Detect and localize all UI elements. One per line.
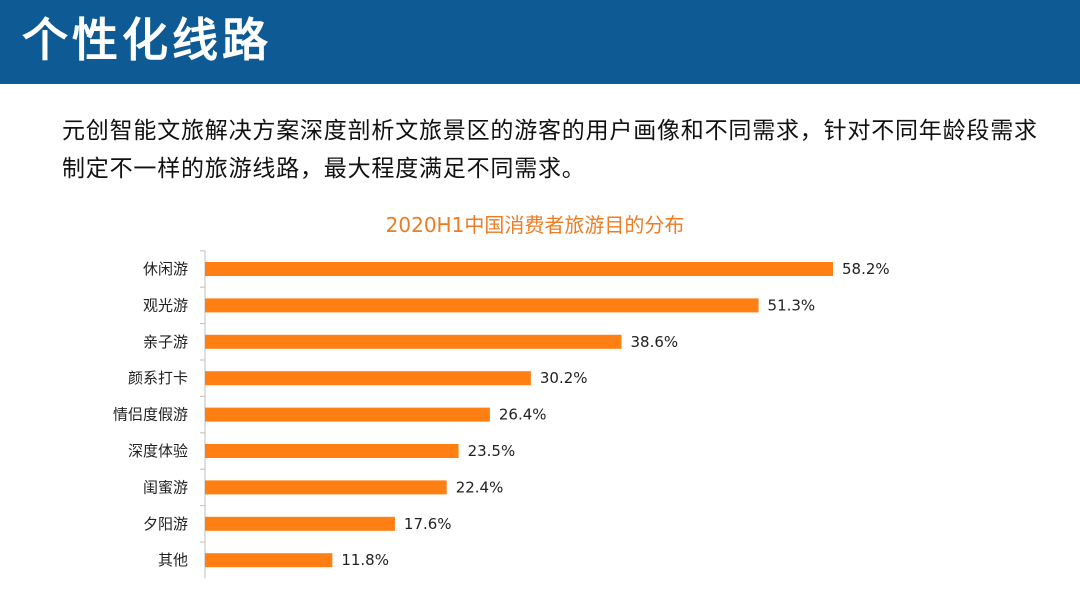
value-label: 30.2% xyxy=(540,369,588,387)
category-label: 夕阳游 xyxy=(143,515,188,533)
category-label: 颜系打卡 xyxy=(128,369,188,387)
category-label: 亲子游 xyxy=(143,333,188,351)
bar xyxy=(205,553,333,568)
bar xyxy=(205,262,833,276)
value-label: 38.6% xyxy=(631,333,679,351)
bar xyxy=(205,371,531,386)
value-label: 23.5% xyxy=(468,442,516,460)
bar xyxy=(205,480,447,495)
category-label: 闺蜜游 xyxy=(143,478,188,496)
bars-group: 休闲游 58.2% 观光游 51.3% 亲子游 38.6% 颜系打卡 30.2% 情侣度假游 26… xyxy=(113,250,890,569)
bar xyxy=(205,444,459,458)
value-label: 17.6% xyxy=(404,515,452,533)
category-label: 其他 xyxy=(158,551,188,569)
bar xyxy=(205,298,759,313)
page-title: 个性化线路 xyxy=(22,13,272,67)
bar xyxy=(205,516,395,531)
category-label: 深度体验 xyxy=(128,442,188,460)
value-label: 22.4% xyxy=(456,478,504,496)
category-label: 情侣度假游 xyxy=(113,406,188,424)
value-label: 11.8% xyxy=(341,551,389,569)
value-label: 26.4% xyxy=(499,406,547,424)
bar xyxy=(205,334,622,349)
value-label: 58.2% xyxy=(842,260,890,278)
description-text: 元创智能文旅解决方案深度剖析文旅景区的游客的用户画像和不同需求，针对不同年龄段需… xyxy=(62,118,1038,182)
value-label: 51.3% xyxy=(768,296,816,314)
bar xyxy=(205,407,490,422)
bar-chart: 2020H1中国消费者旅游目的分布 休闲游 58.2% 观光游 51.3% 亲子游 38.… xyxy=(113,213,890,579)
category-label: 休闲游 xyxy=(143,260,188,278)
category-label: 观光游 xyxy=(143,296,188,314)
header-bar: 个性化线路 xyxy=(0,0,1080,84)
chart-title: 2020H1中国消费者旅游目的分布 xyxy=(386,213,685,237)
